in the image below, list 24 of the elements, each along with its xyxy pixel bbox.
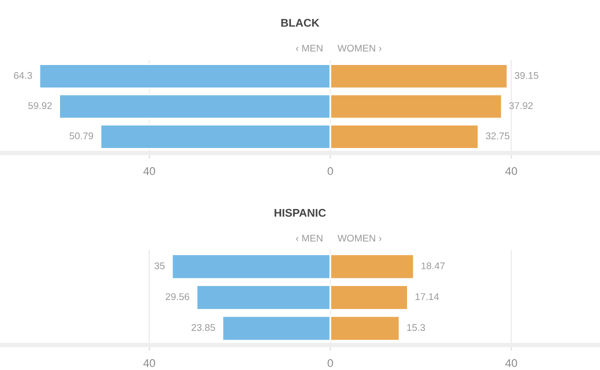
x-tick-label: 40 bbox=[143, 359, 156, 368]
data-label: 17.14 bbox=[416, 293, 439, 300]
x-tick-label: 40 bbox=[505, 359, 518, 368]
data-label: 18.47 bbox=[422, 262, 445, 270]
data-label: 59.92 bbox=[28, 102, 52, 110]
series-label: WOMEN › bbox=[338, 44, 382, 52]
series-label: WOMEN › bbox=[338, 234, 382, 242]
data-label: 15.3 bbox=[407, 324, 425, 331]
data-label: 23.85 bbox=[192, 324, 216, 331]
series-label: ‹ MEN bbox=[296, 44, 322, 52]
data-label: 64.3 bbox=[14, 72, 32, 79]
x-tick-label: 40 bbox=[505, 167, 518, 176]
x-tick-label: 40 bbox=[143, 167, 156, 176]
data-label: 32.75 bbox=[486, 132, 510, 140]
data-label: 37.92 bbox=[509, 102, 533, 110]
data-label: 39.15 bbox=[514, 72, 538, 79]
chart-title: HISPANIC bbox=[274, 208, 326, 217]
x-tick-label: 0 bbox=[328, 359, 333, 368]
data-label: 29.56 bbox=[166, 293, 190, 300]
data-label: 50.79 bbox=[70, 132, 94, 140]
data-label: 35 bbox=[154, 262, 165, 270]
series-label: ‹ MEN bbox=[296, 234, 322, 242]
x-tick-label: 0 bbox=[328, 167, 333, 176]
chart-title: BLACK bbox=[281, 18, 320, 27]
